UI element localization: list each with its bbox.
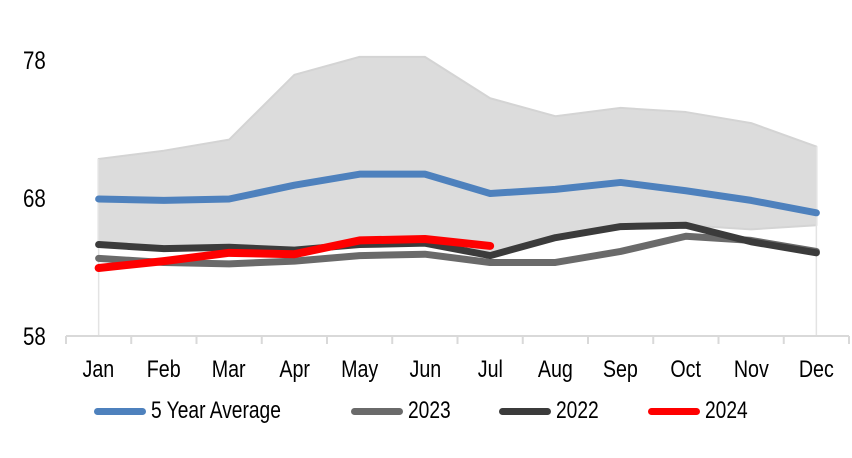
x-axis-label-text: Jul bbox=[477, 356, 503, 383]
five-year-range-band bbox=[97, 55, 818, 258]
x-axis-label-text: Oct bbox=[670, 356, 702, 383]
series-line-5-year-average bbox=[95, 170, 820, 217]
x-axis-label-sep: Sep bbox=[588, 356, 653, 384]
legend-swatch-icon bbox=[351, 407, 404, 415]
y-axis-label-text: 78 bbox=[23, 47, 46, 75]
legend-label: 5 Year Average bbox=[150, 397, 281, 424]
x-axis-label-text: Jan bbox=[82, 356, 115, 383]
y-axis-label: 78 bbox=[0, 46, 46, 76]
x-axis-label-jul: Jul bbox=[458, 356, 523, 384]
legend-swatch-icon bbox=[647, 407, 700, 415]
x-axis-label-text: Feb bbox=[146, 356, 181, 383]
series-line-2024 bbox=[94, 235, 495, 272]
x-axis-label-text: Mar bbox=[212, 356, 247, 383]
x-axis-label-jun: Jun bbox=[392, 356, 457, 384]
series-line-2023 bbox=[95, 232, 820, 268]
x-axis-label-text: Dec bbox=[798, 356, 834, 383]
legend-label: 2023 bbox=[408, 397, 451, 424]
legend-item-2023: 2023 bbox=[351, 397, 461, 425]
y-axis-label: 58 bbox=[0, 322, 46, 352]
x-axis-label-apr: Apr bbox=[262, 356, 327, 384]
x-axis-label-aug: Aug bbox=[523, 356, 588, 384]
legend-label: 2022 bbox=[556, 397, 600, 424]
x-axis-label-text: Jun bbox=[408, 356, 441, 383]
x-axis-label-text: Sep bbox=[603, 356, 639, 383]
y-axis-label-text: 68 bbox=[23, 185, 46, 213]
legend-swatch-icon bbox=[499, 407, 552, 415]
x-axis-label-text: Apr bbox=[279, 356, 310, 383]
x-axis-label-may: May bbox=[327, 356, 392, 384]
legend-item-2022: 2022 bbox=[499, 397, 609, 425]
x-axis-label-text: Aug bbox=[537, 356, 573, 383]
y-axis-label: 68 bbox=[0, 184, 46, 214]
x-axis-label-dec: Dec bbox=[784, 356, 849, 384]
legend-item-5-year-average: 5 Year Average bbox=[93, 397, 313, 425]
legend-label: 2024 bbox=[704, 397, 748, 424]
y-axis-label-text: 58 bbox=[23, 323, 46, 351]
x-axis-label-text: Nov bbox=[733, 356, 769, 383]
series-line-2022 bbox=[95, 221, 820, 260]
legend: 5 Year Average 2023 2022 2024 bbox=[0, 396, 852, 426]
x-axis-label-text: May bbox=[341, 356, 379, 383]
x-axis-label-feb: Feb bbox=[131, 356, 196, 384]
legend-swatch-icon bbox=[93, 407, 146, 415]
x-axis-label-oct: Oct bbox=[653, 356, 718, 384]
x-axis-label-jan: Jan bbox=[66, 356, 131, 384]
legend-item-2024: 2024 bbox=[647, 397, 758, 425]
x-axis-label-mar: Mar bbox=[197, 356, 262, 384]
x-axis-label-nov: Nov bbox=[719, 356, 784, 384]
